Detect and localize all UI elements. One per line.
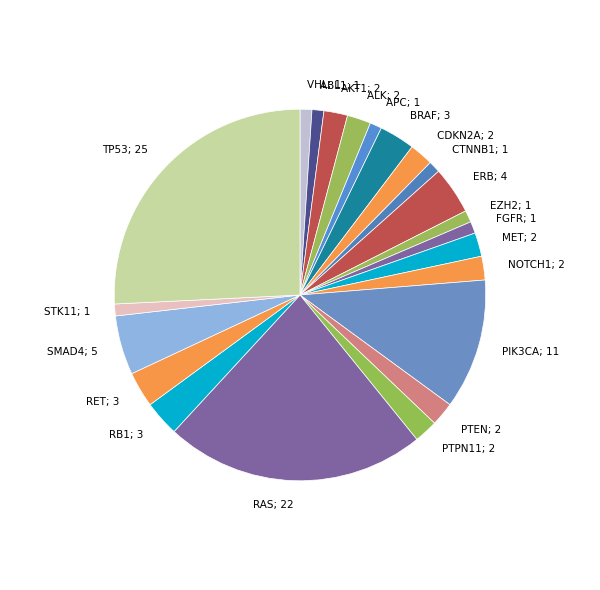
Wedge shape: [300, 116, 370, 295]
Wedge shape: [132, 295, 300, 405]
Text: RB1; 3: RB1; 3: [109, 430, 143, 440]
Text: APC; 1: APC; 1: [386, 99, 420, 109]
Wedge shape: [300, 111, 347, 295]
Wedge shape: [300, 128, 412, 295]
Wedge shape: [300, 295, 450, 423]
Text: NOTCH1; 2: NOTCH1; 2: [508, 260, 565, 270]
Wedge shape: [300, 109, 312, 295]
Text: PTPN11; 2: PTPN11; 2: [442, 444, 496, 454]
Wedge shape: [300, 147, 430, 295]
Wedge shape: [300, 295, 434, 440]
Wedge shape: [300, 280, 486, 405]
Text: FGFR; 1: FGFR; 1: [496, 214, 536, 224]
Text: TP53; 25: TP53; 25: [102, 145, 148, 155]
Text: CDKN2A; 2: CDKN2A; 2: [437, 131, 494, 141]
Text: RAS; 22: RAS; 22: [253, 500, 293, 510]
Wedge shape: [300, 123, 382, 295]
Wedge shape: [150, 295, 300, 431]
Wedge shape: [300, 110, 324, 295]
Text: EZH2; 1: EZH2; 1: [490, 201, 532, 211]
Text: SMAD4; 5: SMAD4; 5: [47, 347, 98, 357]
Wedge shape: [300, 233, 482, 295]
Wedge shape: [300, 256, 485, 295]
Wedge shape: [300, 163, 439, 295]
Text: PTEN; 2: PTEN; 2: [461, 425, 501, 435]
Text: CTNNB1; 1: CTNNB1; 1: [452, 145, 508, 155]
Wedge shape: [115, 295, 300, 316]
Text: AKT1; 2: AKT1; 2: [341, 84, 380, 94]
Text: ABL1; 1: ABL1; 1: [320, 81, 361, 91]
Wedge shape: [300, 222, 475, 295]
Text: RET; 3: RET; 3: [86, 397, 119, 407]
Text: PIK3CA; 11: PIK3CA; 11: [502, 347, 559, 357]
Text: ERB; 4: ERB; 4: [473, 172, 508, 182]
Text: STK11; 1: STK11; 1: [44, 307, 91, 317]
Wedge shape: [300, 171, 466, 295]
Text: BRAF; 3: BRAF; 3: [410, 111, 450, 121]
Wedge shape: [174, 295, 417, 481]
Text: MET; 2: MET; 2: [502, 233, 537, 243]
Wedge shape: [300, 211, 471, 295]
Wedge shape: [115, 295, 300, 373]
Text: VHL; 1: VHL; 1: [307, 80, 341, 90]
Wedge shape: [114, 109, 300, 304]
Text: ALK; 2: ALK; 2: [367, 91, 400, 101]
